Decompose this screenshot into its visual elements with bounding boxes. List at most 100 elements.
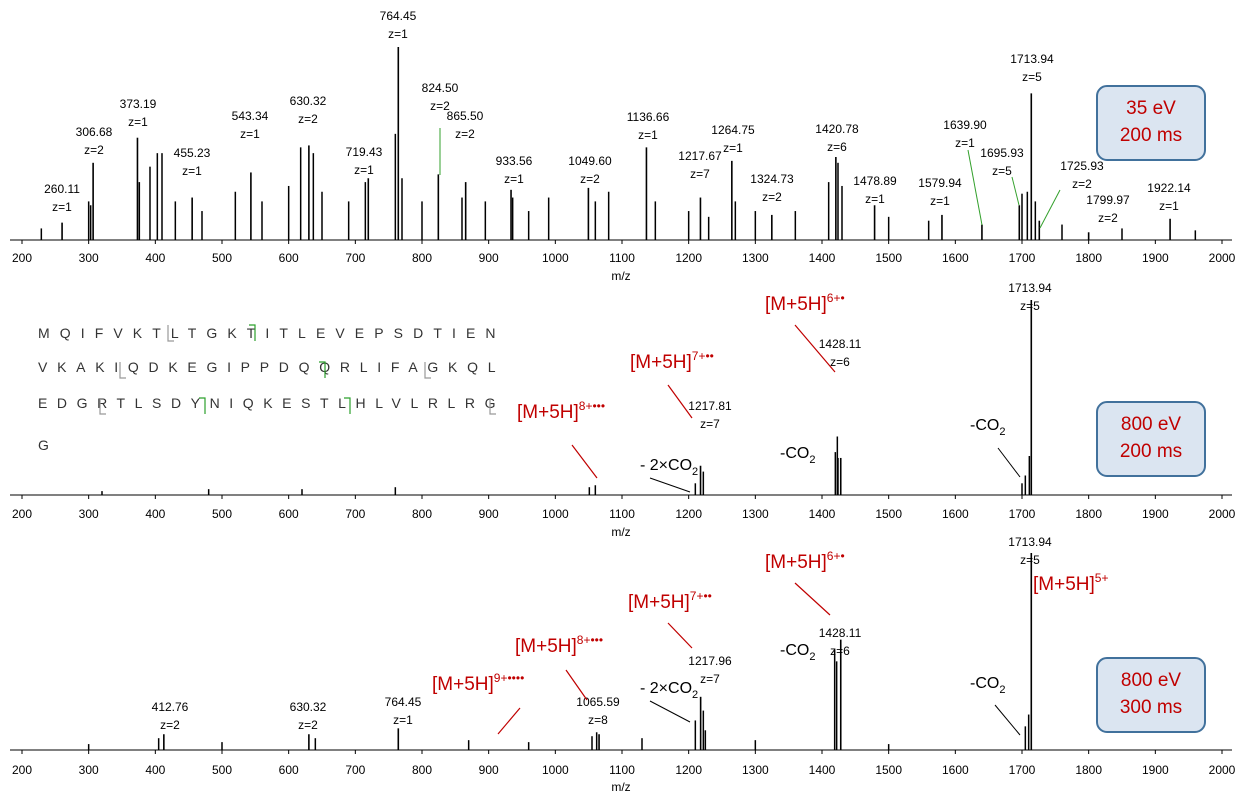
label-line [967,149,983,226]
peak-mz-label: 543.34 [232,109,269,123]
ion-name: [M+5H] [765,294,827,315]
ion-name: [M+5H] [515,636,577,657]
x-tick-label: 1000 [542,251,569,265]
peak-charge-label: z=1 [930,194,950,208]
x-tick-label: 900 [479,251,499,265]
peak-mz-label: 1217.81 [688,399,732,413]
condition-label: 200 ms [1120,441,1182,462]
peak-mz-label: 865.50 [447,109,484,123]
x-tick-label: 700 [345,251,365,265]
peak-mz-label: 1695.93 [980,146,1024,160]
annotation-line [794,324,836,373]
loss-line [649,700,691,723]
loss-label: - 2×CO2 [640,680,698,701]
x-tick-label: 1400 [809,507,836,521]
cleavage-mark [99,398,106,415]
peak-mz-label: 1217.67 [678,149,722,163]
x-tick-label: 200 [12,251,32,265]
x-tick-label: 700 [345,507,365,521]
cleavage-mark [249,324,256,341]
loss-label: -CO2 [970,675,1005,696]
ion-name: [M+5H] [517,402,579,423]
cleavage-mark [167,325,174,342]
peak-charge-label: z=2 [580,172,600,186]
x-tick-label: 1700 [1009,763,1036,777]
peak-mz-label: 1420.78 [815,122,859,136]
peak-charge-label: z=1 [388,27,408,41]
x-axis-label: m/z [611,780,630,793]
peak-mz-label: 1713.94 [1010,52,1054,66]
peak-mz-label: 1428.11 [819,626,862,640]
x-tick-label: 2000 [1209,507,1235,521]
peak-mz-label: 764.45 [385,695,422,709]
condition-label: 800 eV [1121,414,1182,435]
condition-label: 800 eV [1121,670,1182,691]
x-tick-label: 1700 [1009,507,1036,521]
peak-charge-label: z=1 [128,115,148,129]
x-tick-label: 600 [279,507,299,521]
x-tick-label: 200 [12,507,32,521]
x-tick-label: 1200 [675,763,702,777]
peak-mz-label: 933.56 [496,154,533,168]
cleavage-mark [344,397,351,414]
x-tick-label: 300 [79,507,99,521]
peak-mz-label: 1217.96 [688,654,732,668]
ion-charge: 7+•• [692,349,714,363]
peak-charge-label: z=5 [1020,553,1040,567]
spectrum-panel: 200 300 400 500 600 700 800 900 1000 1100 1200 1300… [10,535,1235,794]
x-tick-label: 2000 [1209,763,1235,777]
sequence-line: G [38,437,49,453]
peak-charge-label: z=1 [1159,199,1179,213]
peak-charge-label: z=1 [504,172,524,186]
cleavage-mark [319,361,326,378]
x-tick-label: 1000 [542,763,569,777]
x-tick-label: 1600 [942,507,969,521]
cleavage-mark [424,362,431,379]
peak-mz-label: 260.11 [44,182,80,196]
peak-mz-label: 1264.75 [711,123,755,137]
x-tick-label: 300 [79,763,99,777]
ion-charge: 6+• [827,549,845,563]
peak-charge-label: z=6 [830,355,850,369]
loss-label: -CO2 [780,445,815,466]
peak-mz-label: 1478.89 [853,174,897,188]
ion-name: [M+5H] [630,352,692,373]
condition-label: 35 eV [1126,98,1176,119]
x-tick-label: 1800 [1075,507,1102,521]
ion-name: [M+5H] [765,552,827,573]
loss-line [649,477,691,493]
annotation-line [667,622,693,649]
peak-mz-label: 455.23 [174,146,211,160]
peak-charge-label: z=1 [638,128,658,142]
annotation-line [794,582,831,616]
x-tick-label: 1700 [1009,251,1036,265]
ion-annotation: [M+5H]8+••• [517,399,605,423]
peak-mz-label: 1065.59 [576,695,620,709]
loss-line [994,704,1021,736]
x-tick-label: 600 [279,763,299,777]
peak-charge-label: z=1 [240,127,260,141]
peak-charge-label: z=2 [1072,177,1092,191]
ion-charge: 9+•••• [494,671,525,685]
peak-charge-label: z=1 [52,200,72,214]
peak-mz-label: 719.43 [346,145,383,159]
x-axis-label: m/z [611,269,630,283]
peak-mz-label: 1713.94 [1008,281,1052,295]
peak-charge-label: z=1 [393,713,413,727]
loss-text: -CO [780,642,809,659]
x-tick-label: 1900 [1142,507,1169,521]
x-tick-label: 400 [145,251,165,265]
annotation-line [497,707,521,735]
peak-mz-label: 412.76 [152,700,189,714]
ion-annotation: [M+5H]7+•• [628,589,712,613]
x-tick-label: 900 [479,763,499,777]
x-axis-label: m/z [611,525,630,539]
peak-charge-label: z=6 [830,644,850,658]
loss-line [997,447,1021,478]
cleavage-mark [119,362,126,379]
peak-charge-label: z=1 [354,163,374,177]
ion-charge: 7+•• [690,589,712,603]
loss-label: -CO2 [780,642,815,663]
peak-mz-label: 630.32 [290,94,327,108]
peak-mz-label: 1049.60 [568,154,612,168]
